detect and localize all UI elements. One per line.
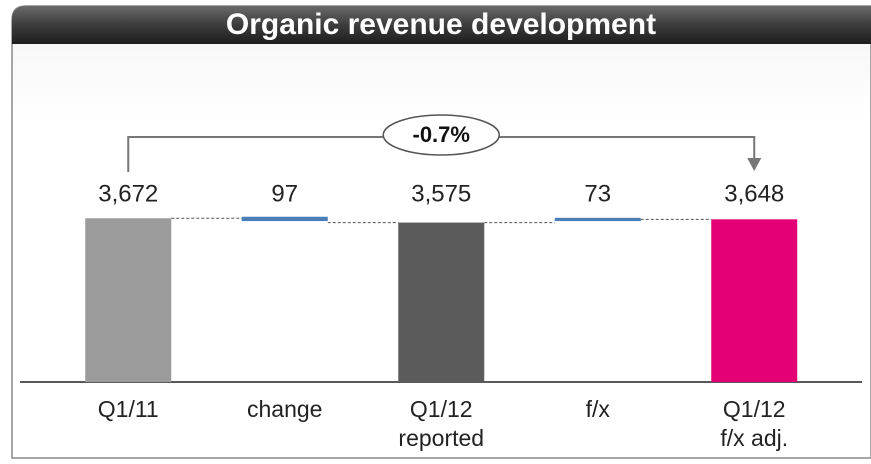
- annotation-bubble: [382, 114, 500, 156]
- value-label: 3,648: [724, 180, 784, 207]
- arrow-head: [747, 158, 762, 171]
- chart-title: Organic revenue development: [226, 8, 656, 41]
- x-tick-label: Q1/11: [98, 396, 159, 422]
- x-tick-label: change: [247, 396, 322, 422]
- x-tick-label: Q1/12: [410, 396, 473, 422]
- bar: [711, 219, 798, 382]
- bar: [241, 216, 328, 222]
- header: [12, 6, 871, 44]
- value-label: 73: [584, 180, 611, 207]
- x-tick-label: f/x adj.: [720, 425, 788, 451]
- bar: [554, 217, 641, 222]
- bar: [85, 218, 172, 382]
- x-tick-label: reported: [398, 425, 484, 451]
- x-tick-label: Q1/12: [723, 396, 786, 422]
- annotation: -0.7%: [413, 122, 470, 147]
- value-label: 3,575: [411, 180, 471, 207]
- bar: [398, 222, 485, 382]
- value-label: 97: [271, 180, 298, 207]
- x-tick-label: f/x: [586, 396, 611, 422]
- value-label: 3,672: [98, 180, 158, 207]
